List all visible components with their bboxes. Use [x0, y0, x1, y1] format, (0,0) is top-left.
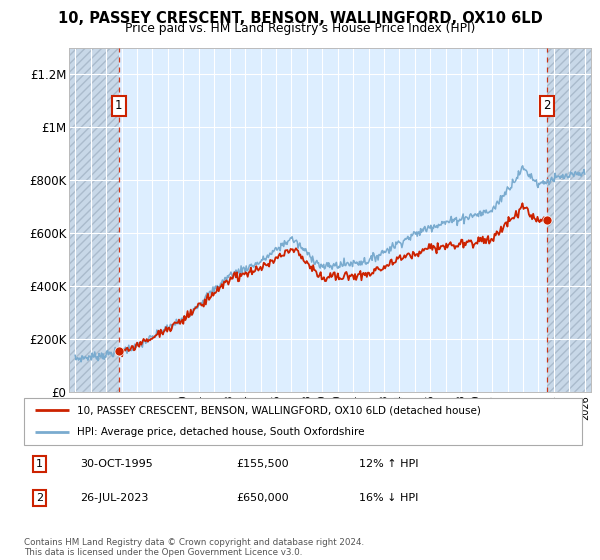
Text: 10, PASSEY CRESCENT, BENSON, WALLINGFORD, OX10 6LD (detached house): 10, PASSEY CRESCENT, BENSON, WALLINGFORD…	[77, 405, 481, 416]
Text: £650,000: £650,000	[236, 493, 289, 503]
Text: 30-OCT-1995: 30-OCT-1995	[80, 459, 152, 469]
Text: £155,500: £155,500	[236, 459, 289, 469]
Text: 2: 2	[544, 99, 551, 113]
Text: 16% ↓ HPI: 16% ↓ HPI	[359, 493, 418, 503]
FancyBboxPatch shape	[24, 398, 582, 445]
Text: Price paid vs. HM Land Registry's House Price Index (HPI): Price paid vs. HM Land Registry's House …	[125, 22, 475, 35]
Bar	[69, 48, 119, 392]
Text: HPI: Average price, detached house, South Oxfordshire: HPI: Average price, detached house, Sout…	[77, 427, 365, 437]
Text: 12% ↑ HPI: 12% ↑ HPI	[359, 459, 418, 469]
Text: 10, PASSEY CRESCENT, BENSON, WALLINGFORD, OX10 6LD: 10, PASSEY CRESCENT, BENSON, WALLINGFORD…	[58, 11, 542, 26]
Text: 1: 1	[115, 99, 122, 113]
Text: 1: 1	[36, 459, 43, 469]
Text: 26-JUL-2023: 26-JUL-2023	[80, 493, 148, 503]
Text: 2: 2	[36, 493, 43, 503]
Bar	[547, 48, 591, 392]
Text: Contains HM Land Registry data © Crown copyright and database right 2024.
This d: Contains HM Land Registry data © Crown c…	[24, 538, 364, 557]
